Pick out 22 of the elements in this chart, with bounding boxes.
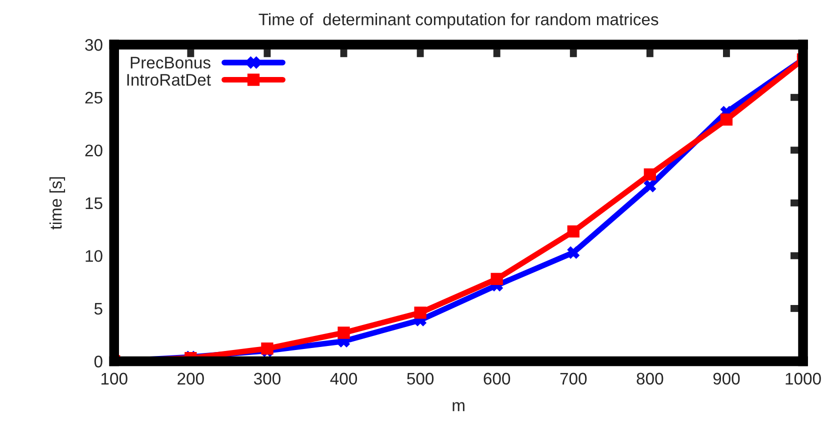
y-axis-title: time [s] [50,177,66,230]
x-tick-label: 1000 [786,372,821,385]
y-tick-label: 15 [86,198,102,210]
y-tick-label: 30 [85,39,102,51]
x-tick-label: 300 [254,372,280,385]
y-tick-label: 25 [85,92,102,104]
y-tick-label: 0 [94,356,102,368]
x-tick-label: 100 [101,372,128,385]
legend-label: PrecBonus [130,56,210,69]
x-tick-label: 900 [713,372,740,385]
x-tick-label: 600 [484,372,510,385]
x-tick-label: 800 [636,372,664,385]
x-axis-title: m [452,402,464,412]
y-tick-label: 20 [85,144,102,156]
x-tick-label: 700 [560,372,587,385]
legend-label: IntroRatDet [127,74,211,86]
x-tick-label: 500 [407,372,434,385]
x-tick-label: 400 [330,372,358,385]
x-tick-label: 200 [178,372,204,385]
y-tick-label: 10 [86,250,102,262]
chart-title: Time of determinant computation for random matrices [258,13,658,29]
y-tick-label: 5 [94,303,102,315]
